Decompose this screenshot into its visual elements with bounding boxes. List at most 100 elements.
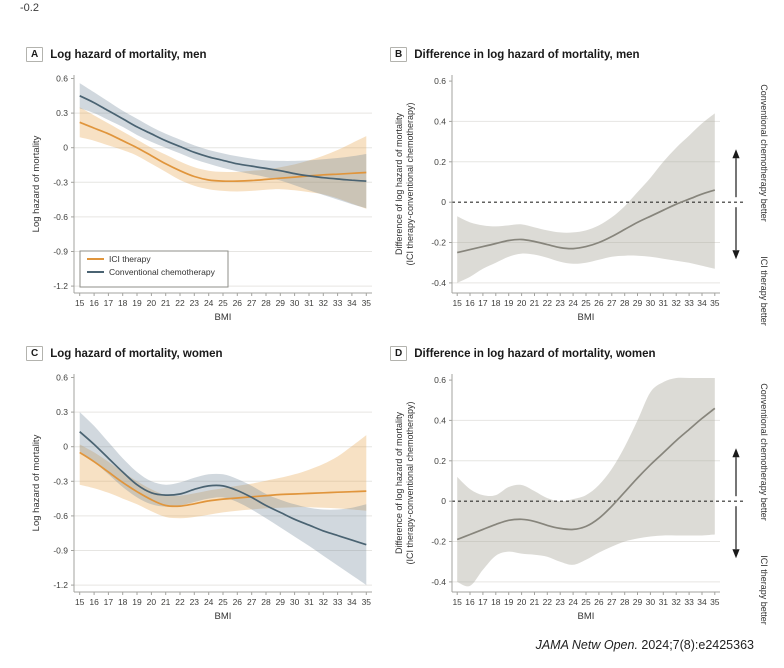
- x-axis-title: BMI: [215, 611, 232, 622]
- x-tick-label: 26: [594, 298, 604, 308]
- x-tick-label: 29: [276, 597, 286, 607]
- y-tick-label: 0.6: [434, 375, 446, 385]
- x-tick-label: 27: [247, 298, 257, 308]
- y-tick-label: -1.2: [53, 580, 68, 590]
- annotation-ici-better: ICI therapy better: [759, 256, 769, 326]
- panel-c-title: Log hazard of mortality, women: [50, 347, 223, 360]
- y-tick-label: 0.2: [434, 456, 446, 466]
- x-tick-label: 33: [333, 298, 343, 308]
- chart-log-hazard-men: 0.6 0.3 0 -0.3 -0.6 -0.9 -1.2 15 16 17 18 19 20 21 22 2…: [31, 74, 372, 323]
- x-tick-label: 31: [659, 298, 669, 308]
- x-tick-label: 22: [175, 597, 185, 607]
- chart-difference-women: 0.6 0.4 0.2 0 -0.2 -0.4 15 16 17 18 19 20 21 22 23 24 25…: [394, 374, 769, 625]
- y-gridlines: [74, 411, 372, 586]
- x-tick-label: 16: [89, 597, 99, 607]
- x-tick-label: 25: [581, 597, 591, 607]
- stray-axis-label: -0.2: [20, 2, 39, 14]
- y-axis-title: Log hazard of mortality: [31, 434, 42, 531]
- x-tick-label: 31: [304, 298, 314, 308]
- x-tick-label: 28: [620, 298, 630, 308]
- x-tick-label: 34: [697, 597, 707, 607]
- confidence-bands: [457, 377, 715, 587]
- x-tick-label: 18: [118, 597, 128, 607]
- series-lines: [79, 95, 367, 183]
- legend-label: ICI therapy: [109, 254, 151, 264]
- x-tick-label: 29: [276, 298, 286, 308]
- x-tick-label: 27: [607, 597, 617, 607]
- x-tick-label: 18: [491, 298, 501, 308]
- series-line-diff: [456, 407, 716, 541]
- x-tick-label: 35: [362, 597, 372, 607]
- x-tick-label: 26: [233, 597, 243, 607]
- x-tick-label: 21: [530, 597, 540, 607]
- x-axis-title: BMI: [215, 312, 232, 323]
- x-tick-label: 19: [132, 298, 142, 308]
- x-ticks: 15 16 17 18 19 20 21 22 23 24 25 26 27 28 29 30 31 32 33 34…: [452, 592, 720, 607]
- series-lines: [456, 407, 716, 541]
- y-tick-label: 0.4: [434, 415, 446, 425]
- y-axis-title: Log hazard of mortality: [31, 135, 42, 232]
- series-line-chemo: [79, 431, 367, 546]
- x-tick-label: 19: [132, 597, 142, 607]
- series-line-diff: [457, 189, 716, 254]
- panel-d-header: D Difference in log hazard of mortality,…: [390, 345, 782, 362]
- x-tick-label: 17: [478, 298, 488, 308]
- series-line-chemo: [79, 95, 367, 182]
- x-tick-label: 25: [218, 597, 228, 607]
- y-tick-label: 0.3: [56, 108, 68, 118]
- x-tick-label: 20: [147, 298, 157, 308]
- ci-band-diff: [457, 377, 715, 587]
- y-tick-label: -0.6: [53, 511, 68, 521]
- y-tick-label: 0.6: [434, 76, 446, 86]
- y-gridlines: [452, 419, 720, 583]
- x-tick-label: 16: [89, 298, 99, 308]
- down-arrow-head: [732, 549, 740, 559]
- down-arrow-head: [732, 250, 740, 260]
- x-tick-label: 30: [646, 597, 656, 607]
- x-tick-label: 15: [75, 597, 85, 607]
- x-tick-label: 17: [478, 597, 488, 607]
- y-axis-title-line2: (ICI therapy-conventional chemotherapy): [405, 102, 415, 265]
- x-tick-label: 24: [204, 298, 214, 308]
- x-tick-label: 25: [218, 298, 228, 308]
- direction-annotations: Conventional chemotherapy better ICI ther…: [732, 84, 769, 326]
- y-ticks: 0.6 0.4 0.2 0 -0.2 -0.4: [431, 76, 452, 288]
- x-tick-label: 26: [233, 298, 243, 308]
- x-tick-label: 33: [333, 597, 343, 607]
- x-tick-label: 16: [465, 298, 475, 308]
- y-ticks: 0.6 0.3 0 -0.3 -0.6 -0.9 -1.2: [53, 373, 74, 590]
- x-tick-label: 18: [491, 597, 501, 607]
- x-tick-label: 26: [594, 597, 604, 607]
- y-tick-label: -0.9: [53, 546, 68, 556]
- y-tick-label: -0.6: [53, 212, 68, 222]
- y-axis-title-line1: Difference of log hazard of mortality: [394, 113, 404, 255]
- x-tick-label: 22: [543, 298, 553, 308]
- x-tick-label: 32: [671, 298, 681, 308]
- x-tick-label: 32: [319, 298, 329, 308]
- citation-journal: JAMA Netw Open.: [535, 638, 638, 652]
- chart-difference-men: 0.6 0.4 0.2 0 -0.2 -0.4 15 16 17 18 19 20 21 22 23 24 25…: [394, 75, 769, 326]
- x-tick-label: 23: [555, 298, 565, 308]
- x-tick-label: 25: [581, 298, 591, 308]
- x-tick-label: 18: [118, 298, 128, 308]
- ci-band-ici: [79, 107, 367, 209]
- citation: JAMA Netw Open. 2024;7(8):e2425363: [26, 638, 784, 652]
- panel-b: B Difference in log hazard of mortality,…: [390, 46, 782, 333]
- y-tick-label: 0.6: [56, 373, 68, 383]
- x-ticks: 15 16 17 18 19 20 21 22 23 24 25 26 27 28 29 30 31 32 33 34…: [75, 592, 371, 607]
- x-axis-title: BMI: [578, 312, 595, 323]
- y-axis-title-line2: (ICI therapy-conventional chemotherapy): [405, 401, 415, 564]
- x-tick-label: 15: [452, 298, 462, 308]
- x-tick-label: 30: [646, 298, 656, 308]
- y-tick-label: 0: [63, 143, 68, 153]
- panel-d: D Difference in log hazard of mortality,…: [390, 345, 782, 632]
- y-tick-label: 0.2: [434, 157, 446, 167]
- direction-annotations: Conventional chemotherapy better ICI ther…: [732, 383, 769, 625]
- x-tick-label: 35: [710, 597, 720, 607]
- x-tick-label: 23: [190, 597, 200, 607]
- x-ticks: 15 16 17 18 19 20 21 22 23 24 25 26 27 28 29 30 31 32 33 34…: [452, 293, 720, 308]
- x-tick-label: 24: [568, 597, 578, 607]
- annotation-ici-better: ICI therapy better: [759, 555, 769, 625]
- series-lines: [79, 431, 367, 546]
